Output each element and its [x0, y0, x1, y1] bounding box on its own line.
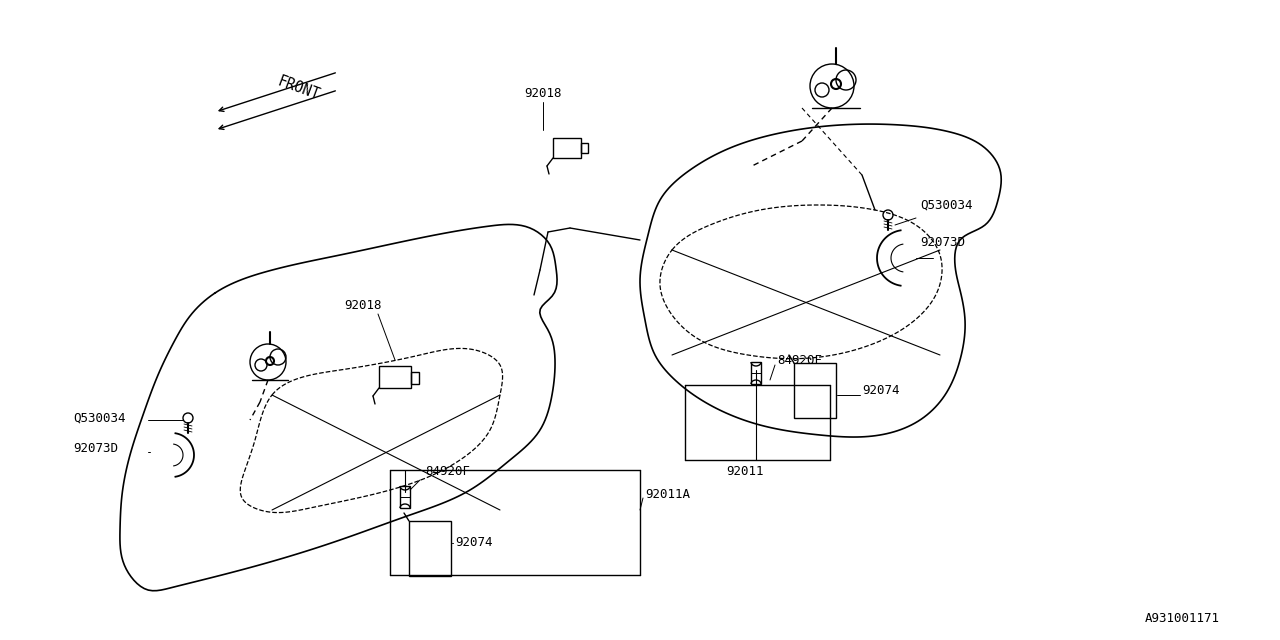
Text: 84920F: 84920F: [777, 353, 822, 367]
Bar: [794, 363, 836, 418]
Text: 92073D: 92073D: [920, 236, 965, 248]
Text: 84920F: 84920F: [425, 465, 470, 478]
Bar: [399, 486, 410, 508]
Bar: [379, 366, 411, 388]
Text: Q530034: Q530034: [73, 412, 125, 424]
Text: A931001171: A931001171: [1146, 612, 1220, 625]
Text: 92074: 92074: [454, 536, 493, 550]
Text: 92011: 92011: [726, 465, 764, 478]
Text: 92011A: 92011A: [645, 488, 690, 502]
Bar: [411, 372, 419, 384]
Bar: [410, 521, 451, 576]
Bar: [751, 362, 762, 384]
Text: Q530034: Q530034: [920, 198, 973, 211]
Text: 92018: 92018: [525, 87, 562, 100]
Text: 92073D: 92073D: [73, 442, 118, 454]
Text: 92074: 92074: [861, 383, 900, 397]
Text: 92018: 92018: [344, 299, 381, 312]
Bar: [553, 138, 581, 158]
Text: FRONT: FRONT: [275, 74, 321, 102]
Bar: [581, 143, 588, 153]
